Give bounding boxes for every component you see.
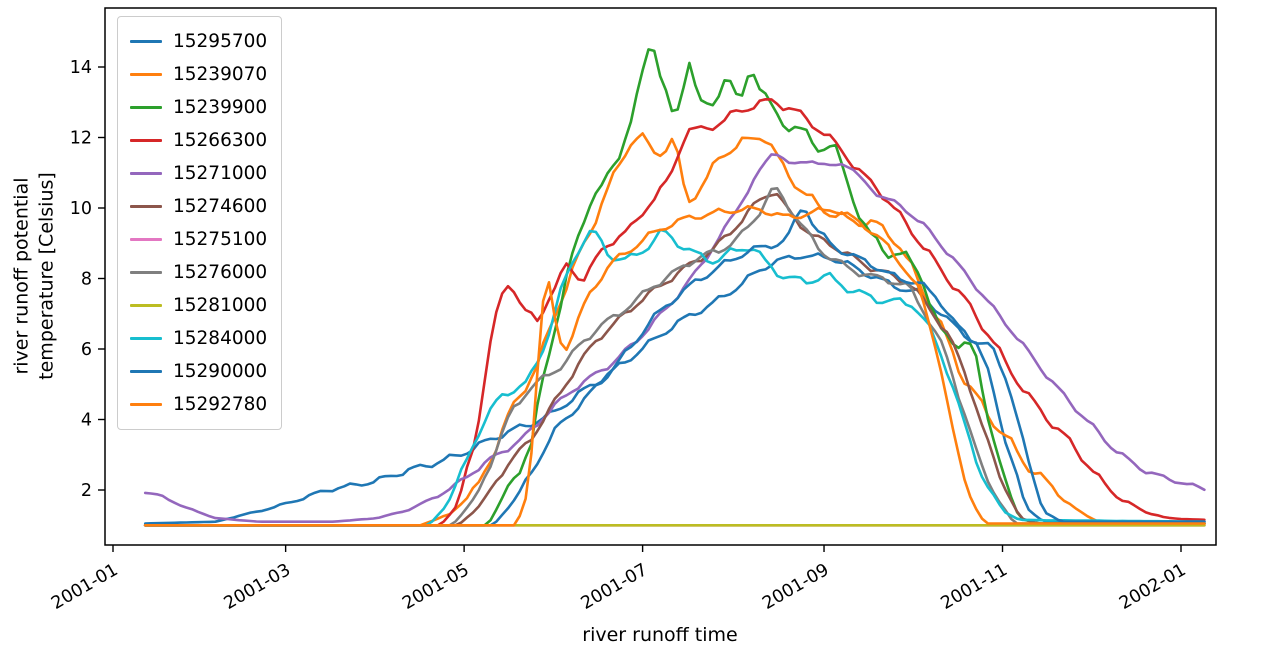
series-line-15271000 (143, 153, 1206, 524)
series-line-15239070 (143, 132, 1206, 527)
x-tick-label: 2001-01 (48, 560, 121, 614)
legend-line-swatch (130, 138, 162, 143)
y-tick-label: 4 (81, 411, 92, 431)
legend-line-swatch (130, 336, 162, 341)
series-line-15266300 (143, 98, 1206, 527)
series-line-15239900 (143, 48, 1206, 527)
legend-item: 15274600 (130, 190, 267, 223)
x-tick-label: 2001-05 (399, 560, 472, 614)
legend-line-swatch (130, 369, 162, 374)
legend-item: 15290000 (130, 355, 267, 388)
x-tick-label: 2001-09 (759, 560, 832, 614)
legend-label: 15271000 (173, 163, 268, 184)
legend-line-swatch (130, 237, 162, 242)
x-tick-label: 2001-07 (578, 560, 651, 614)
legend-label: 15295700 (173, 31, 268, 52)
y-tick-label: 10 (70, 199, 92, 219)
series-line-15276000 (143, 187, 1206, 527)
legend-label: 15274600 (173, 196, 268, 217)
legend-line-swatch (130, 72, 162, 77)
legend-line-swatch (130, 105, 162, 110)
legend-label: 15284000 (173, 328, 268, 349)
legend-item: 15284000 (130, 322, 267, 355)
legend-item: 15275100 (130, 223, 267, 256)
legend-line-swatch (130, 39, 162, 44)
y-tick-label: 12 (70, 129, 92, 149)
legend-item: 15239900 (130, 91, 267, 124)
x-tick-label: 2001-11 (938, 560, 1011, 614)
x-tick-label: 2001-03 (221, 560, 294, 614)
legend-item: 15292780 (130, 388, 267, 421)
legend-line-swatch (130, 270, 162, 275)
y-axis-label: river runoff potential temperature [Cels… (10, 172, 57, 380)
legend-item: 15295700 (130, 25, 267, 58)
plot-frame (104, 7, 1217, 546)
legend-item: 15239070 (130, 58, 267, 91)
legend-line-swatch (130, 171, 162, 176)
legend-label: 15266300 (173, 130, 268, 151)
legend-label: 15239070 (173, 64, 268, 85)
y-tick-label: 14 (70, 58, 92, 78)
x-axis-label: river runoff time (582, 624, 738, 646)
legend-line-swatch (130, 204, 162, 209)
legend-label: 15292780 (173, 394, 268, 415)
legend-label: 15281000 (173, 295, 268, 316)
legend: 15295700 15239070 15239900 15266300 15271000… (117, 16, 283, 430)
y-tick-label: 8 (81, 270, 92, 290)
series-line-15295700 (143, 252, 1206, 525)
legend-item: 15271000 (130, 157, 267, 190)
legend-label: 15275100 (173, 229, 268, 250)
legend-line-swatch (130, 402, 162, 407)
legend-label: 15276000 (173, 262, 268, 283)
legend-item: 15281000 (130, 289, 267, 322)
legend-label: 15290000 (173, 361, 268, 382)
legend-item: 15276000 (130, 256, 267, 289)
series-line-15292780 (143, 204, 1206, 527)
y-tick-label: 6 (81, 340, 92, 360)
x-tick-label: 2002-01 (1116, 560, 1189, 614)
legend-label: 15239900 (173, 97, 268, 118)
legend-item: 15266300 (130, 124, 267, 157)
y-tick-label: 2 (81, 481, 92, 501)
legend-line-swatch (130, 303, 162, 308)
